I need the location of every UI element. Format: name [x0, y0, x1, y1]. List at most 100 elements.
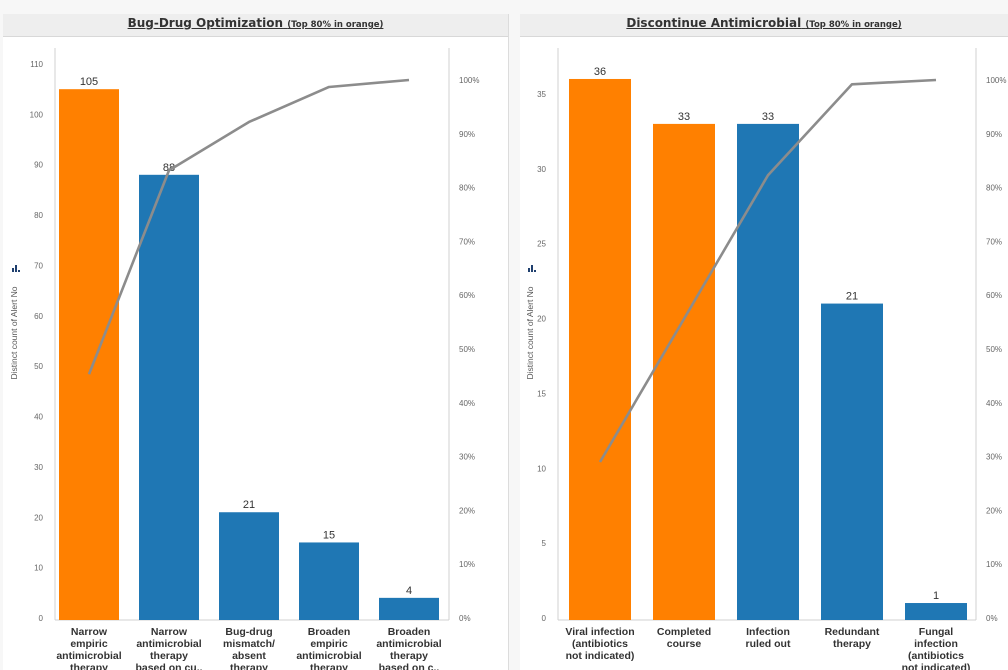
bar — [59, 89, 119, 620]
y-tick-label: 30 — [537, 165, 546, 174]
chart-svg-discontinue: 0 5 10 15 20 25 30 35 0% 10% 20% 30% 40% 50% 60% 70% 80%… — [525, 48, 1006, 670]
cumulative-percent-line — [598, 78, 937, 463]
y-tick-label: 40 — [34, 413, 43, 422]
category-label: therapy — [310, 662, 348, 670]
category-label: therapy — [390, 650, 428, 662]
bar-value-label: 21 — [846, 291, 858, 303]
bar — [569, 78, 631, 621]
y2-tick-label: 10% — [986, 560, 1002, 569]
bar-chart-icon-bar — [12, 268, 14, 272]
category-label: not indicated) — [566, 650, 635, 662]
chart-title: Discontinue Antimicrobial (Top 80% in or… — [520, 16, 1008, 30]
y2-tick-label: 50% — [986, 345, 1002, 354]
bar-value-label: 15 — [323, 529, 335, 541]
y2-tick-label: 0% — [986, 614, 998, 623]
y2-tick-label: 70% — [986, 237, 1002, 246]
y-tick-label: 0 — [542, 614, 547, 623]
category-label: empiric — [70, 638, 108, 650]
chart-svg-bug-drug: 0 10 20 30 40 50 60 70 80 90 100 110 0% 10% 20% 30% 40% 5… — [9, 48, 479, 670]
category-label: therapy — [230, 662, 268, 670]
category-label: Broaden — [308, 626, 351, 638]
category-label: not indicated) — [902, 662, 971, 670]
y2-tick-label: 90% — [986, 130, 1002, 139]
category-label: antimicrobial — [296, 650, 361, 662]
bar — [139, 174, 199, 621]
bar-chart-icon — [528, 265, 536, 272]
bar — [905, 603, 967, 620]
category-label: antimicrobial — [56, 650, 121, 662]
y2-tick-label: 30% — [986, 453, 1002, 462]
y-tick-label: 35 — [537, 90, 546, 99]
y2-tick-label: 40% — [986, 399, 1002, 408]
bar — [219, 512, 279, 620]
category-label: empiric — [310, 638, 348, 650]
bar-chart-icon — [12, 265, 20, 272]
category-label: based on c.. — [379, 662, 440, 670]
category-label: ruled out — [746, 638, 791, 650]
bar — [653, 123, 715, 620]
bar-value-label: 1 — [933, 590, 939, 602]
y-tick-label: 50 — [34, 362, 43, 371]
bar-chart-icon-bar — [528, 268, 530, 272]
category-label: infection — [914, 638, 958, 650]
bar — [299, 542, 359, 620]
y-tick-label: 15 — [537, 389, 546, 398]
chart-title: Bug-Drug Optimization (Top 80% in orange… — [3, 16, 508, 30]
y2-tick-label: 20% — [986, 506, 1002, 515]
chart-subtitle: (Top 80% in orange) — [805, 20, 902, 30]
y2-tick-label: 100% — [459, 76, 479, 85]
bar-value-label: 36 — [594, 66, 606, 78]
y-tick-label: 5 — [542, 539, 547, 548]
category-label: therapy — [150, 650, 188, 662]
y-tick-label: 10 — [537, 464, 546, 473]
category-label: Redundant — [825, 626, 880, 638]
y2-tick-label: 30% — [459, 453, 475, 462]
category-label: Broaden — [388, 626, 431, 638]
y-tick-label: 100 — [30, 110, 44, 119]
chart-title-text: Discontinue Antimicrobial — [626, 16, 802, 30]
category-label: antimicrobial — [136, 638, 201, 650]
category-label: (antibiotics — [572, 638, 628, 650]
y2-tick-label: 60% — [986, 291, 1002, 300]
bar-value-label: 88 — [163, 162, 175, 174]
bar-value-label: 21 — [243, 499, 255, 511]
bar-value-label: 105 — [80, 76, 98, 88]
category-label: mismatch/ — [223, 638, 275, 650]
category-label: course — [667, 638, 702, 650]
chart-panel-discontinue: Discontinue Antimicrobial (Top 80% in or… — [520, 14, 1008, 670]
y2-tick-label: 80% — [986, 184, 1002, 193]
bar-value-label: 33 — [762, 111, 774, 123]
y-tick-label: 20 — [34, 513, 43, 522]
chart-title-text: Bug-Drug Optimization — [127, 16, 284, 30]
cumulative-percent-line — [87, 78, 410, 375]
y2-tick-label: 100% — [986, 76, 1006, 85]
y-tick-label: 80 — [34, 211, 43, 220]
y-tick-label: 110 — [30, 60, 43, 69]
bar-chart-icon-bar — [534, 270, 536, 272]
y2-tick-label: 50% — [459, 345, 475, 354]
chart-panel-bug-drug: Bug-Drug Optimization (Top 80% in orange… — [3, 14, 509, 670]
y-axis-label: Distinct count of Alert No — [525, 286, 535, 379]
y-tick-label: 25 — [537, 240, 546, 249]
bar-value-label: 33 — [678, 111, 690, 123]
y2-tick-label: 90% — [459, 130, 475, 139]
y2-tick-label: 40% — [459, 399, 475, 408]
category-label: Narrow — [71, 626, 108, 638]
category-label: therapy — [70, 662, 108, 670]
y2-tick-label: 20% — [459, 506, 475, 515]
y2-tick-label: 60% — [459, 291, 475, 300]
chart-title-bar — [520, 14, 1008, 37]
y-tick-label: 70 — [34, 261, 43, 270]
category-label: Narrow — [151, 626, 188, 638]
y-tick-label: 90 — [34, 161, 43, 170]
chart-title-bar — [3, 14, 508, 37]
bar — [379, 597, 439, 620]
y2-tick-label: 0% — [459, 614, 471, 623]
y-tick-label: 20 — [537, 315, 546, 324]
category-label: Fungal — [919, 626, 953, 638]
bar-chart-icon-bar — [531, 265, 533, 272]
category-label: based on cu.. — [135, 662, 202, 670]
bar-value-label: 4 — [406, 585, 412, 597]
category-label: antimicrobial — [376, 638, 441, 650]
